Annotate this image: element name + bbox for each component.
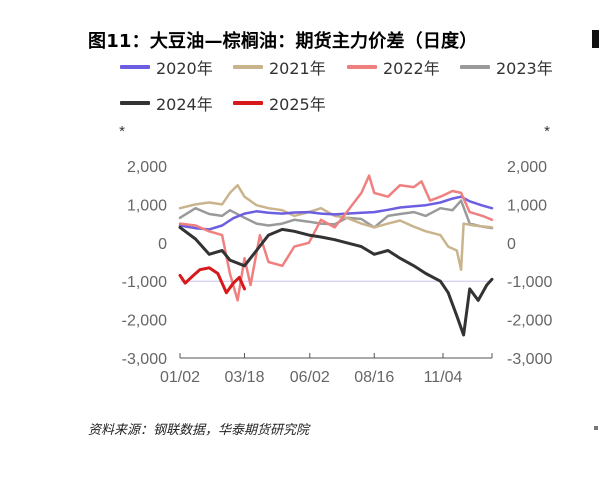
legend-item-2025: 2025年: [233, 91, 326, 115]
right-y-axis: 2,000 1,000 0 -1,000 -2,000 -3,000: [507, 159, 552, 368]
legend-swatch-2023: [460, 65, 490, 69]
legend-item-2021: 2021年: [233, 55, 326, 79]
legend-label-2021: 2021年: [269, 59, 326, 78]
y-tick-label-right: 0: [507, 236, 516, 253]
x-tick-label: 06/02: [290, 369, 330, 386]
x-tick-label: 08/16: [354, 369, 394, 386]
y-tick-label-right: 2,000: [507, 159, 547, 176]
left-y-axis: 2,000 1,000 0 -1,000 -2,000 -3,000: [122, 159, 167, 368]
series-layer: [178, 174, 494, 337]
x-axis: 01/02 03/18 06/02 08/16 11/04: [160, 353, 493, 386]
y-tick-label-left: 2,000: [127, 159, 167, 176]
y-tick-label-left: -2,000: [122, 313, 167, 330]
y-tick-label-left: 0: [158, 236, 167, 253]
y-tick-label-right: 1,000: [507, 197, 547, 214]
legend-label-2023: 2023年: [496, 59, 553, 78]
legend-item-2022: 2022年: [347, 55, 440, 79]
adjacent-panel-dot: [594, 426, 598, 430]
series-line-2021年: [178, 183, 494, 271]
x-tick-label: 01/02: [160, 369, 200, 386]
legend-item-2020: 2020年: [120, 55, 213, 79]
left-axis-unit: *: [119, 123, 125, 140]
source-note: 资料来源：钢联数据，华泰期货研究院: [88, 423, 310, 438]
y-tick-label-right: -2,000: [507, 313, 552, 330]
legend-item-2023: 2023年: [460, 55, 553, 79]
legend-swatch-2022: [347, 65, 377, 69]
chart-title: 图11：大豆油—棕榈油：期货主力价差（日度）: [88, 31, 478, 52]
legend-label-2020: 2020年: [156, 59, 213, 78]
legend-label-2025: 2025年: [269, 95, 326, 114]
legend-swatch-2020: [120, 65, 150, 69]
series-line-2024年: [178, 225, 494, 337]
legend-item-2024: 2024年: [120, 91, 213, 115]
y-tick-label-left: -3,000: [122, 351, 167, 368]
series-line-2020年: [178, 195, 494, 231]
y-tick-label-left: 1,000: [127, 197, 167, 214]
y-tick-label-right: -3,000: [507, 351, 552, 368]
y-tick-label-right: -1,000: [507, 274, 552, 291]
series-line-2022年: [178, 174, 494, 302]
legend-label-2024: 2024年: [156, 95, 213, 114]
y-tick-label-left: -1,000: [122, 274, 167, 291]
series-line-2025年: [178, 266, 246, 295]
legend-swatch-2024: [120, 101, 150, 105]
adjacent-panel-edge: [592, 30, 599, 48]
x-tick-label: 11/04: [424, 369, 463, 386]
legend-label-2022: 2022年: [383, 59, 440, 78]
legend-swatch-2025: [233, 101, 263, 105]
right-axis-unit: *: [544, 123, 550, 140]
x-tick-label: 03/18: [224, 369, 264, 386]
legend-swatch-2021: [233, 65, 263, 69]
